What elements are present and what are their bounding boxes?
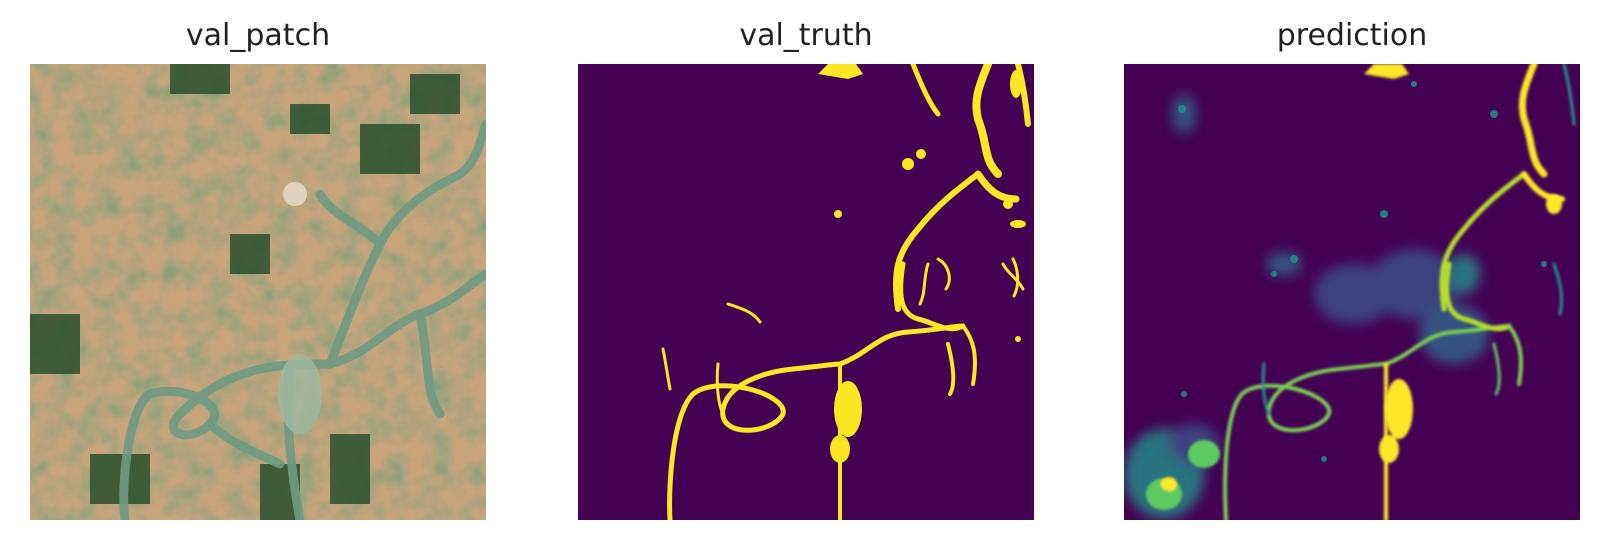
probability-map-image [1124, 64, 1580, 520]
satellite-image [30, 64, 486, 520]
val-truth-title: val_truth [739, 18, 873, 53]
val-truth-mask [578, 64, 1034, 520]
binary-mask-image [578, 64, 1034, 520]
prediction-title: prediction [1276, 18, 1428, 53]
val-patch-image [30, 64, 486, 520]
val-patch-title: val_patch [185, 18, 331, 53]
prediction-map [1124, 64, 1580, 520]
